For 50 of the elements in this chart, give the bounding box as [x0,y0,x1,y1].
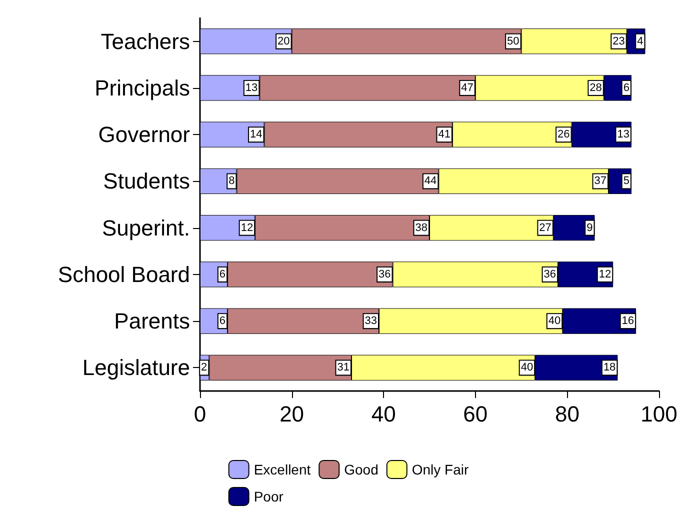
x-tick-label: 100 [640,402,678,426]
data-label: 37 [594,175,607,188]
legend-label: Excellent [254,462,311,478]
data-label: 14 [250,128,262,141]
data-label: 40 [548,315,561,328]
data-label: 47 [461,82,474,94]
data-label: 18 [603,362,616,374]
data-label: 26 [558,128,570,141]
data-label: 40 [520,362,534,374]
y-tick-label: Students [103,168,190,194]
data-label: 41 [438,128,450,141]
data-label: 33 [364,315,378,328]
data-label: 5 [623,175,630,188]
data-label: 8 [228,175,235,188]
data-label: 6 [219,268,226,280]
y-tick-label: Legislature [82,355,190,380]
y-tick-label: Parents [114,308,190,334]
data-label: 16 [622,315,634,328]
y-tick-label: Governor [98,122,190,148]
data-label: 20 [278,35,290,48]
legend-label: Only Fair [412,462,470,478]
y-tick-label: Superint. [102,215,190,240]
data-label: 2 [201,362,208,374]
data-label: 4 [637,35,644,48]
legend-label: Good [344,462,378,478]
y-tick-label: Teachers [100,28,190,54]
x-tick-label: 80 [554,402,580,426]
y-tick-label: Principals [94,75,190,100]
x-tick-label: 60 [463,402,488,426]
data-label: 13 [245,82,258,94]
data-label: 28 [590,82,602,94]
data-label: 23 [612,35,625,48]
data-label: 12 [598,268,612,280]
data-label: 31 [337,362,350,374]
x-tick-label: 0 [194,402,206,426]
data-label: 6 [219,315,226,328]
data-label: 13 [617,128,630,141]
data-label: 36 [544,268,556,280]
data-label: 9 [586,222,593,234]
data-label: 27 [539,222,552,234]
data-label: 6 [623,82,630,94]
data-label: 36 [378,268,391,280]
legend-label: Poor [254,488,284,504]
y-tick-label: School Board [58,262,190,287]
data-label: 50 [507,35,520,48]
x-tick-label: 20 [280,402,304,426]
data-label: 44 [424,175,437,188]
data-label: 12 [240,222,254,234]
x-tick-label: 40 [371,402,396,426]
data-label: 38 [415,222,428,234]
